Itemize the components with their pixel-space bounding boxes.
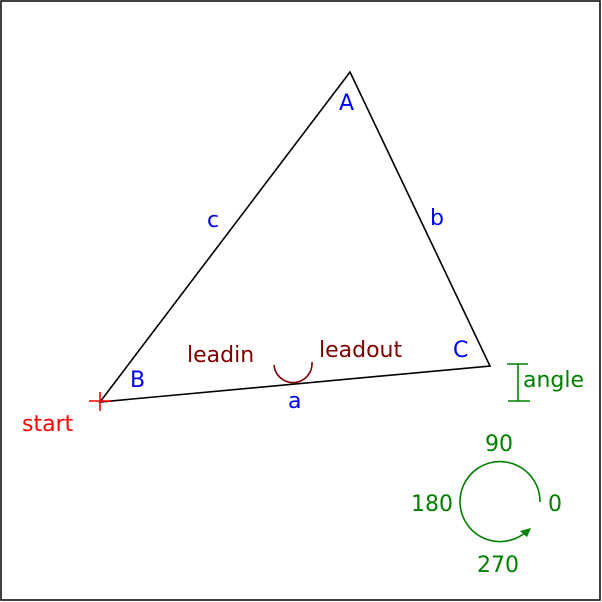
direction-label-180: 180 (411, 492, 453, 517)
side-label-a: a (288, 389, 301, 414)
triangle-outline (98, 70, 492, 403)
direction-arrowhead (520, 528, 531, 537)
direction-label-0: 0 (548, 492, 562, 517)
angle-marker (507, 363, 530, 402)
vertex-label-b: B (130, 368, 145, 393)
leadout-label: leadout (319, 338, 402, 363)
leadin-label: leadin (187, 343, 254, 368)
direction-label-90: 90 (485, 432, 513, 457)
angle-label: angle (523, 368, 584, 393)
start-label: start (22, 412, 74, 437)
side-label-b: b (430, 206, 444, 231)
direction-arc (459, 460, 541, 543)
direction-label-270: 270 (477, 553, 519, 578)
lead-arc (273, 361, 313, 384)
vertex-label-c: C (453, 338, 468, 363)
side-label-c: c (207, 208, 219, 233)
vertex-label-a: A (339, 91, 354, 116)
start-marker (89, 392, 111, 411)
